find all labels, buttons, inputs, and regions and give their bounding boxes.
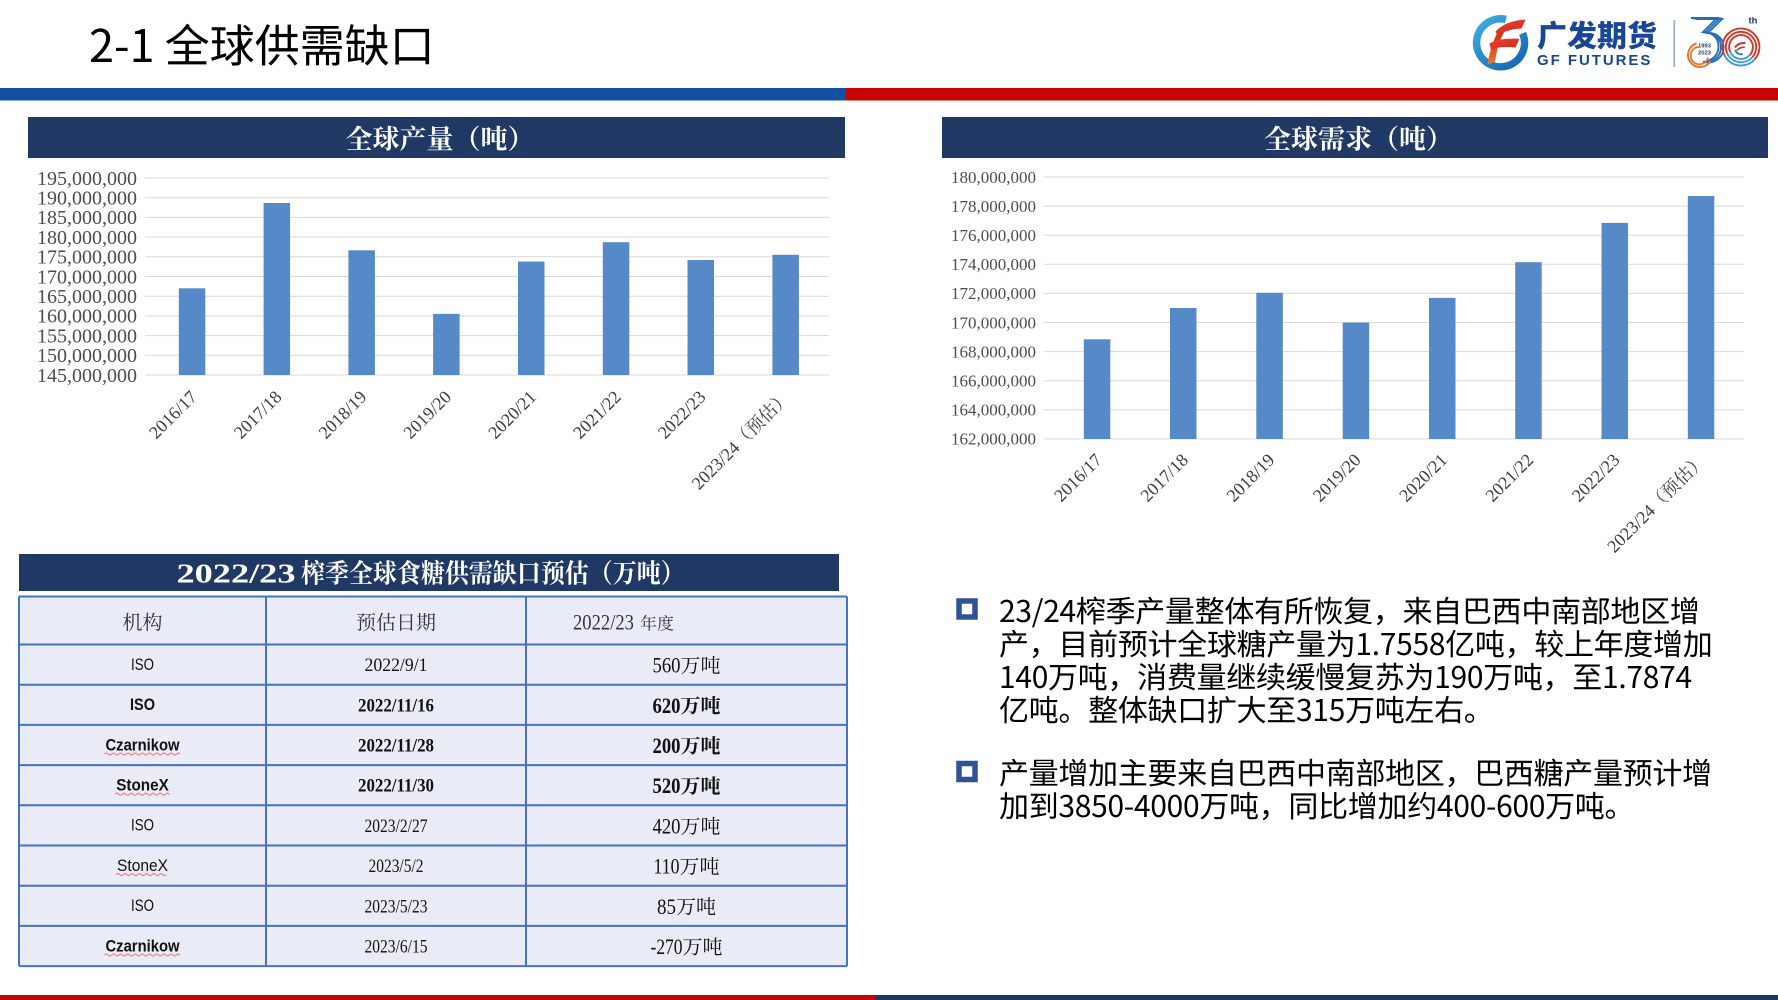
svg-text:178,000,000: 178,000,000 [951,197,1036,216]
svg-text:172,000,000: 172,000,000 [951,284,1036,303]
svg-text:176,000,000: 176,000,000 [951,226,1036,245]
svg-text:ISO: ISO [131,897,154,915]
svg-text:520: 520 [653,773,681,798]
svg-text:420: 420 [653,813,681,838]
svg-text:170,000,000: 170,000,000 [951,313,1036,332]
svg-text:155,000,000: 155,000,000 [37,325,137,347]
svg-text:150,000,000: 150,000,000 [37,345,137,367]
svg-text:2022/9/1: 2022/9/1 [365,655,428,676]
svg-text:175,000,000: 175,000,000 [37,247,137,269]
svg-text:2023/2/27: 2023/2/27 [365,816,428,837]
svg-text:-270: -270 [651,934,683,959]
svg-text:200: 200 [653,733,681,758]
svg-text:620: 620 [653,693,681,718]
svg-text:ISO: ISO [131,656,154,674]
svg-text:2022/23: 2022/23 [177,559,296,589]
svg-text:560: 560 [653,653,681,678]
svg-text:2023/5/2: 2023/5/2 [369,856,424,877]
svg-text:166,000,000: 166,000,000 [951,372,1036,391]
svg-text:2022/23: 2022/23 [573,610,634,635]
svg-text:2022/11/28: 2022/11/28 [358,736,434,757]
svg-text:185,000,000: 185,000,000 [37,207,137,229]
svg-text:168,000,000: 168,000,000 [951,342,1036,361]
svg-text:GF FUTURES: GF FUTURES [1537,52,1652,69]
svg-text:2022/11/16: 2022/11/16 [358,695,434,716]
svg-text:2023: 2023 [1698,51,1712,57]
svg-text:th: th [1749,16,1758,27]
svg-text:85: 85 [657,894,676,919]
svg-text:170,000,000: 170,000,000 [37,266,137,288]
svg-text:180,000,000: 180,000,000 [951,168,1036,187]
svg-text:2023/5/23: 2023/5/23 [365,896,428,917]
svg-text:174,000,000: 174,000,000 [951,255,1036,274]
svg-text:190,000,000: 190,000,000 [37,188,137,210]
svg-text:110: 110 [654,854,680,879]
svg-text:1993: 1993 [1698,44,1712,50]
svg-text:2022/11/30: 2022/11/30 [358,776,434,797]
svg-text:Czarnikow: Czarnikow [106,937,180,955]
svg-text:164,000,000: 164,000,000 [951,401,1036,420]
svg-text:ISO: ISO [131,817,154,835]
svg-text:StoneX: StoneX [117,857,168,875]
svg-text:195,000,000: 195,000,000 [37,168,137,190]
svg-text:180,000,000: 180,000,000 [37,227,137,249]
svg-text:2023/6/15: 2023/6/15 [365,937,428,958]
svg-text:162,000,000: 162,000,000 [951,430,1036,449]
svg-text:Czarnikow: Czarnikow [106,736,180,754]
svg-text:StoneX: StoneX [116,777,169,795]
svg-text:165,000,000: 165,000,000 [37,286,137,308]
svg-text:160,000,000: 160,000,000 [37,306,137,328]
svg-text:ISO: ISO [130,696,155,714]
svg-text:145,000,000: 145,000,000 [37,365,137,387]
